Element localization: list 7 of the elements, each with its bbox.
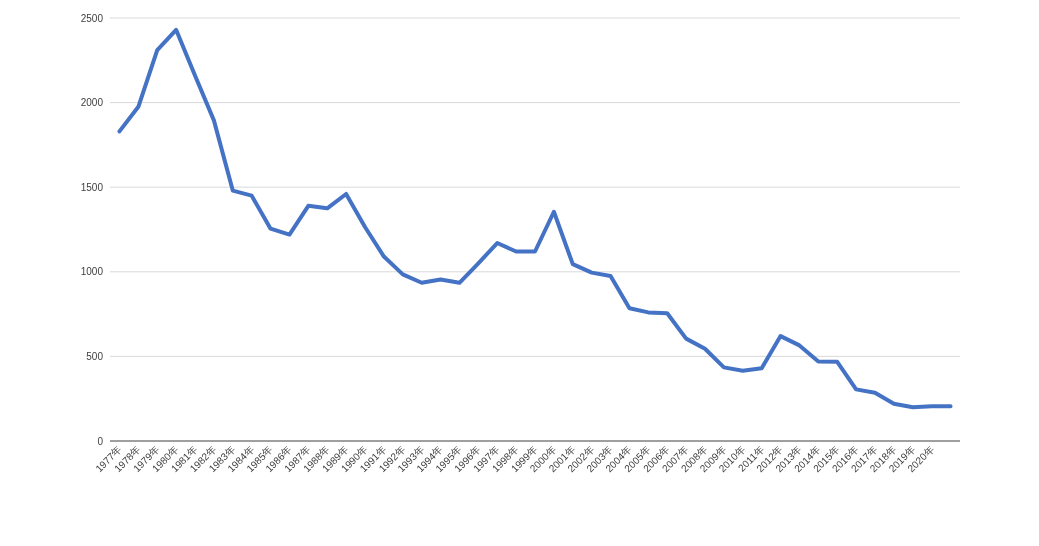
y-tick-label: 2000 [80, 97, 104, 109]
y-tick-label: 1000 [80, 266, 104, 278]
line-series [117, 27, 953, 410]
y-tick-label: 0 [97, 435, 104, 447]
y-tick-label: 1500 [80, 181, 104, 193]
y-tick-label: 2500 [80, 12, 104, 24]
y-tick-label: 500 [86, 350, 104, 362]
